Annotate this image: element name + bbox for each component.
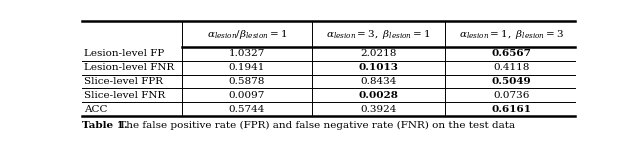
Text: 2.0218: 2.0218: [360, 49, 397, 58]
Text: 0.5049: 0.5049: [492, 77, 532, 86]
Text: 0.6161: 0.6161: [492, 105, 532, 114]
Text: ACC: ACC: [84, 105, 108, 114]
Text: 0.1941: 0.1941: [228, 63, 265, 72]
Text: Slice-level FPR: Slice-level FPR: [84, 77, 163, 86]
Text: The false positive rate (FPR) and false negative rate (FNR) on the test data: The false positive rate (FPR) and false …: [116, 121, 515, 130]
Text: 0.0028: 0.0028: [358, 91, 399, 100]
Text: 0.1013: 0.1013: [358, 63, 399, 72]
Text: 0.0736: 0.0736: [493, 91, 530, 100]
Text: $\alpha_{lesion}=1,\ \beta_{lesion}=3$: $\alpha_{lesion}=1,\ \beta_{lesion}=3$: [459, 28, 564, 41]
Text: Slice-level FNR: Slice-level FNR: [84, 91, 166, 100]
Text: 0.4118: 0.4118: [493, 63, 530, 72]
Text: 1.0327: 1.0327: [228, 49, 265, 58]
Text: 0.5878: 0.5878: [228, 77, 265, 86]
Text: $\alpha_{lesion}=3,\ \beta_{lesion}=1$: $\alpha_{lesion}=3,\ \beta_{lesion}=1$: [326, 28, 431, 41]
Text: Lesion-level FNR: Lesion-level FNR: [84, 63, 175, 72]
Text: Table 1.: Table 1.: [83, 121, 128, 130]
Text: 0.5744: 0.5744: [228, 105, 265, 114]
Text: 0.8434: 0.8434: [360, 77, 397, 86]
Text: 0.3924: 0.3924: [360, 105, 397, 114]
Text: Lesion-level FP: Lesion-level FP: [84, 49, 164, 58]
Text: $\alpha_{lesion}/\beta_{lesion}=1$: $\alpha_{lesion}/\beta_{lesion}=1$: [207, 28, 287, 41]
Text: 0.0097: 0.0097: [228, 91, 265, 100]
Text: 0.6567: 0.6567: [492, 49, 532, 58]
